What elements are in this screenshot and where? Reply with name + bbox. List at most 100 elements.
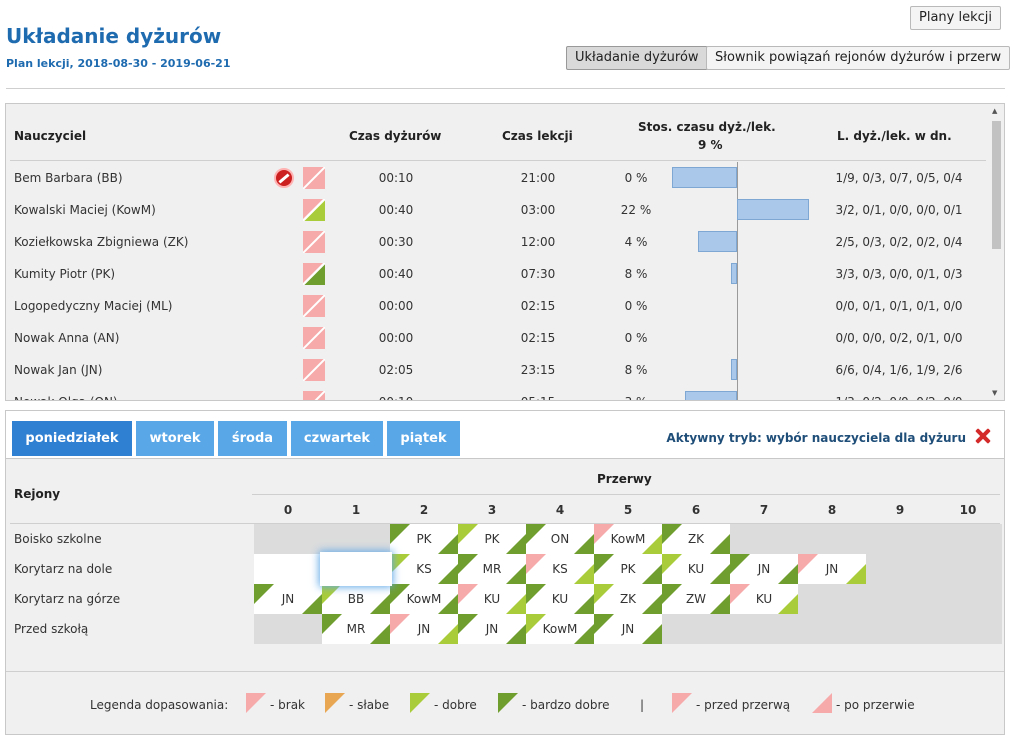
fit-after-triangle <box>710 534 730 554</box>
tab-monday[interactable]: poniedziałek <box>12 421 132 456</box>
duty-teacher-code: JN <box>825 562 839 576</box>
duty-cell[interactable]: JN <box>798 554 866 584</box>
duty-cell[interactable] <box>254 524 322 554</box>
fit-after-triangle <box>302 594 322 614</box>
fit-before-triangle <box>798 554 818 574</box>
duty-cell[interactable]: JN <box>458 614 526 644</box>
tab-thursday[interactable]: czwartek <box>291 421 383 456</box>
scroll-thumb[interactable] <box>992 121 1001 249</box>
duty-cell[interactable]: KowM <box>594 524 662 554</box>
duty-cell[interactable]: MR <box>322 614 390 644</box>
duty-cell[interactable]: PK <box>390 524 458 554</box>
duty-cell[interactable] <box>254 554 322 584</box>
teacher-row[interactable]: Logopedyczny Maciej (ML) 00:00 02:15 0 % 0/0… <box>6 290 986 322</box>
duty-cell[interactable] <box>866 524 934 554</box>
teacher-row[interactable]: Koziełkowska Zbigniewa (ZK) 00:30 12:00 4 %… <box>6 226 986 258</box>
page-subtitle: Plan lekcji, 2018-08-30 - 2019-06-21 <box>6 57 231 70</box>
teacher-name: Kowalski Maciej (KowM) <box>14 203 156 217</box>
duty-cell[interactable]: KS <box>526 554 594 584</box>
tab-wednesday[interactable]: środa <box>218 421 287 456</box>
scroll-up-icon[interactable]: ▲ <box>992 107 998 115</box>
duty-teacher-code: KU <box>755 592 773 606</box>
teacher-row[interactable]: Kowalski Maciej (KowM) 00:40 03:00 22 % 3/2,… <box>6 194 986 226</box>
daily-counts: 1/3, 0/2, 0/0, 0/2, 0/0 <box>832 395 966 400</box>
teacher-row[interactable]: Nowak Olga (ON) 00:10 05:15 3 % 1/3, 0/2, 0/… <box>6 386 986 400</box>
duty-time: 00:10 <box>378 171 414 185</box>
duty-cell[interactable] <box>866 584 934 614</box>
daily-counts: 3/2, 0/1, 0/0, 0/0, 0/1 <box>835 203 963 217</box>
duty-cell[interactable]: BB <box>322 584 390 614</box>
duty-cell[interactable]: ZK <box>594 584 662 614</box>
plans-button[interactable]: Plany lekcji <box>910 6 1001 30</box>
duty-cell[interactable]: JN <box>254 584 322 614</box>
duty-cell[interactable] <box>662 614 730 644</box>
duty-cell[interactable]: MR <box>458 554 526 584</box>
fit-after-triangle <box>370 594 390 614</box>
duty-cell[interactable] <box>934 524 1002 554</box>
duty-cell[interactable]: KU <box>662 554 730 584</box>
duty-cell[interactable]: KU <box>730 584 798 614</box>
fit-before-triangle <box>390 584 410 604</box>
ratio-bar <box>672 167 737 188</box>
break-number: 7 <box>759 503 769 517</box>
fit-before-triangle <box>730 554 750 574</box>
close-icon[interactable] <box>974 427 992 445</box>
duty-cell[interactable] <box>254 614 322 644</box>
teacher-header-divider <box>10 160 986 161</box>
dictionary-button[interactable]: Słownik powiązań rejonów dyżurów i przer… <box>706 46 1011 70</box>
duty-cell[interactable] <box>322 554 390 584</box>
lesson-time: 12:00 <box>520 235 556 249</box>
page-title: Układanie dyżurów <box>6 24 222 48</box>
fit-after-triangle <box>642 594 662 614</box>
duty-cell[interactable]: ZW <box>662 584 730 614</box>
fit-before-triangle <box>390 554 410 574</box>
duty-cell[interactable] <box>934 584 1002 614</box>
teacher-name: Bem Barbara (BB) <box>14 171 123 185</box>
duty-button[interactable]: Układanie dyżurów <box>566 46 708 70</box>
duty-cell[interactable]: KS <box>390 554 458 584</box>
duty-time: 00:40 <box>378 267 414 281</box>
teacher-row[interactable]: Kumity Piotr (PK) 00:40 07:30 8 % 3/3, 0/3, … <box>6 258 986 290</box>
duty-cell[interactable] <box>866 614 934 644</box>
legend-label: - bardzo dobre <box>522 698 610 712</box>
teacher-row[interactable]: Nowak Jan (JN) 02:05 23:15 8 % 6/6, 0/4, 1/6… <box>6 354 986 386</box>
duty-cell[interactable] <box>866 554 934 584</box>
duty-cell[interactable] <box>798 584 866 614</box>
duty-cell[interactable] <box>798 524 866 554</box>
duty-cell[interactable] <box>934 614 1002 644</box>
duty-cell[interactable] <box>798 614 866 644</box>
fit-before-triangle <box>322 584 342 604</box>
region-label: Boisko szkolne <box>14 532 102 546</box>
duty-cell[interactable]: PK <box>458 524 526 554</box>
teacher-scrollbar[interactable]: ▲ ▼ <box>988 104 1004 400</box>
duty-cell[interactable] <box>730 524 798 554</box>
region-label: Korytarz na dole <box>14 562 113 576</box>
duty-cell[interactable] <box>934 554 1002 584</box>
teacher-row[interactable]: Bem Barbara (BB) 00:10 21:00 0 % 1/9, 0/3, 0… <box>6 162 986 194</box>
fit-before-triangle <box>526 584 546 604</box>
duty-cell[interactable]: ZK <box>662 524 730 554</box>
duty-cell[interactable]: KU <box>458 584 526 614</box>
duty-cell[interactable]: KU <box>526 584 594 614</box>
scroll-down-icon[interactable]: ▼ <box>992 389 998 397</box>
fit-square <box>303 167 325 189</box>
duty-cell[interactable]: KowM <box>390 584 458 614</box>
duty-cell[interactable]: JN <box>594 614 662 644</box>
fit-after-triangle <box>778 564 798 584</box>
duty-cell[interactable]: JN <box>390 614 458 644</box>
duty-teacher-code: MR <box>482 562 502 576</box>
teacher-row[interactable]: Nowak Anna (AN) 00:00 02:15 0 % 0/0, 0/0, 0/… <box>6 322 986 354</box>
duty-cell[interactable]: PK <box>594 554 662 584</box>
duty-cell[interactable]: KowM <box>526 614 594 644</box>
fit-square <box>303 231 325 253</box>
duty-cell[interactable] <box>322 524 390 554</box>
fit-after-triangle <box>710 594 730 614</box>
tab-friday[interactable]: piątek <box>387 421 460 456</box>
duty-cell[interactable]: ON <box>526 524 594 554</box>
fit-after-triangle <box>574 624 594 644</box>
tab-tuesday[interactable]: wtorek <box>136 421 214 456</box>
duty-cell[interactable] <box>730 614 798 644</box>
duty-teacher-code: KU <box>687 562 705 576</box>
duty-teacher-code: PK <box>416 532 432 546</box>
duty-cell[interactable]: JN <box>730 554 798 584</box>
